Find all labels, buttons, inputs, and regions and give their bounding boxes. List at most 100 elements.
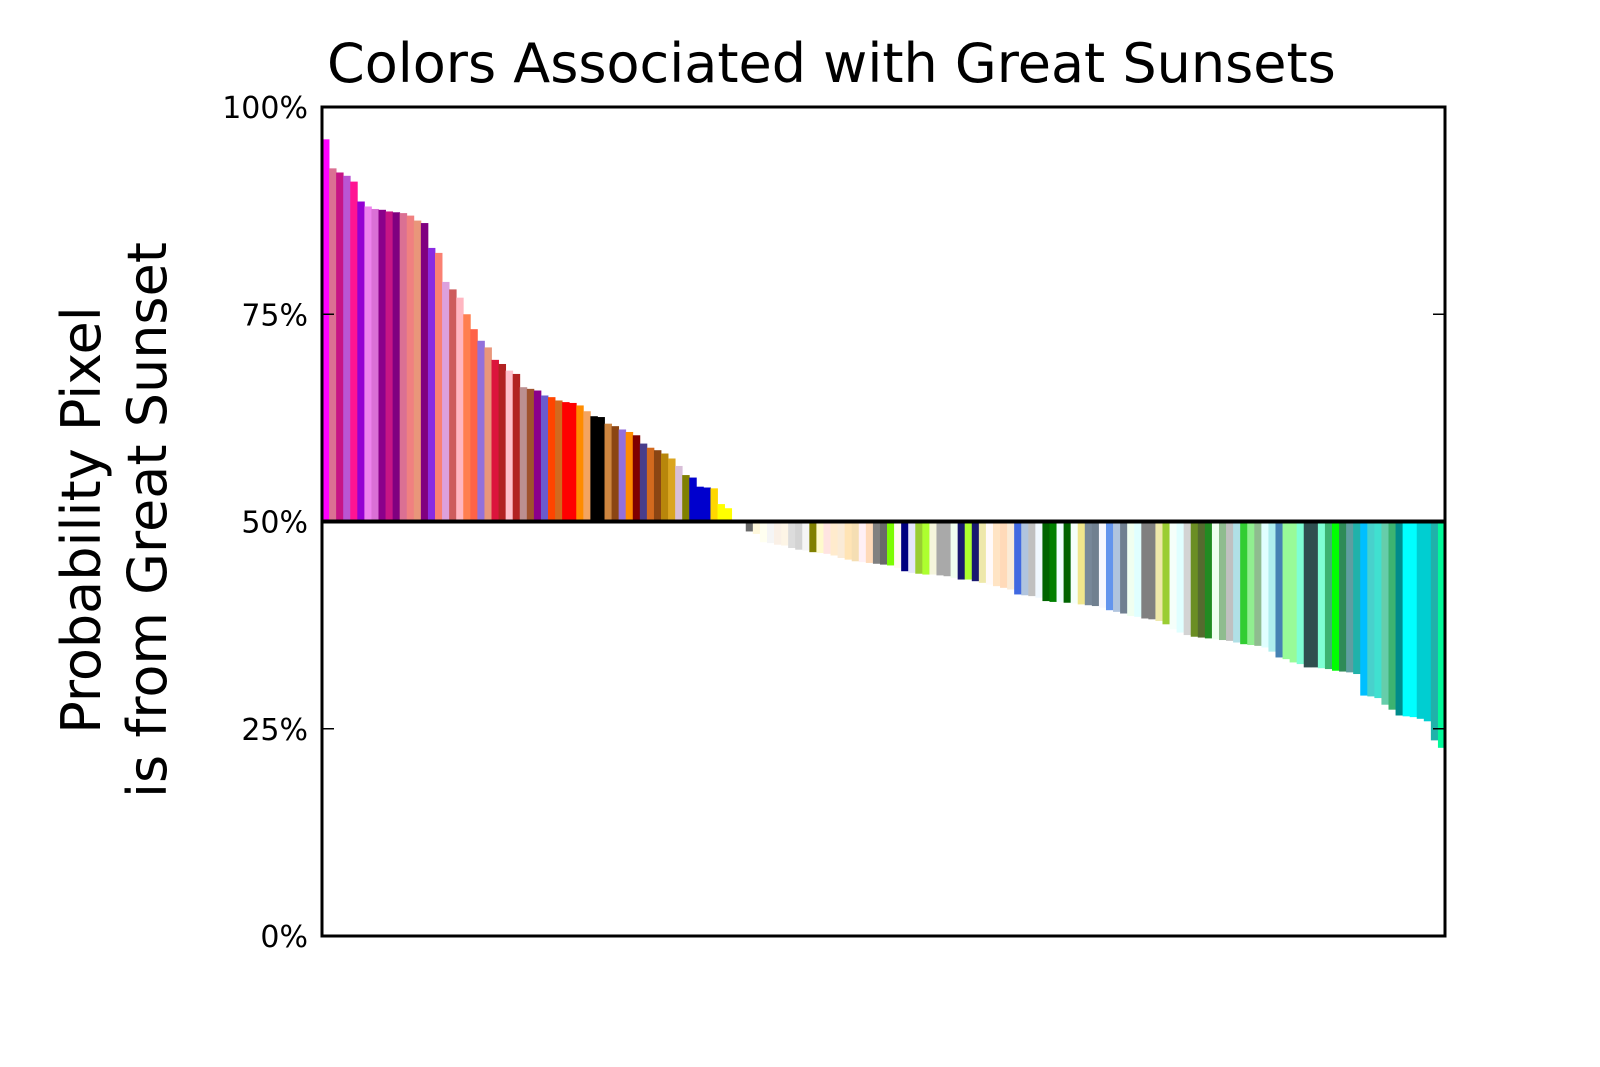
bar-105	[1063, 521, 1072, 603]
bar-83	[908, 521, 916, 573]
y-tick-label-4: 100%	[222, 91, 308, 126]
bar-141	[1317, 521, 1326, 669]
bar-37	[583, 411, 591, 522]
bar-153	[1402, 521, 1411, 717]
bar-144	[1339, 521, 1347, 672]
bar-140	[1310, 521, 1319, 668]
bar-50	[675, 465, 683, 522]
bar-76	[858, 521, 867, 563]
bar-149	[1374, 521, 1382, 699]
bar-106	[1070, 521, 1079, 604]
bar-27	[512, 373, 521, 522]
bar-28	[519, 387, 528, 522]
y-tick-label-1: 25%	[241, 713, 308, 748]
bar-120	[1169, 521, 1178, 630]
bar-73	[837, 521, 846, 558]
bar-111	[1105, 521, 1114, 611]
bar-80	[887, 521, 895, 566]
bar-67	[795, 521, 803, 550]
bar-78	[872, 521, 881, 564]
y-ticks: 0% 25% 50% 75% 100%	[222, 91, 1445, 955]
bar-79	[879, 521, 888, 565]
bar-98	[1014, 521, 1022, 595]
bar-70	[816, 521, 824, 553]
bar-110	[1098, 521, 1107, 608]
y-axis-label-line-1: Probability Pixel	[52, 306, 113, 734]
bar-38	[590, 416, 598, 522]
bar-29	[526, 388, 535, 522]
y-tick-label-0: 0%	[260, 920, 308, 955]
bar-4	[350, 181, 358, 522]
bar-154	[1409, 521, 1418, 718]
bar-145	[1346, 521, 1354, 673]
bar-138	[1296, 521, 1305, 665]
bar-57	[724, 508, 733, 522]
bar-131	[1247, 521, 1255, 646]
bar-52	[689, 477, 697, 522]
bar-128	[1226, 521, 1234, 641]
bar-0	[322, 139, 330, 522]
bar-116	[1141, 521, 1149, 619]
bar-127	[1218, 521, 1227, 641]
bar-31	[540, 395, 549, 522]
bar-6	[364, 206, 372, 522]
bar-77	[865, 521, 874, 563]
bar-54	[703, 487, 711, 522]
bar-85	[922, 521, 930, 575]
bar-148	[1367, 521, 1375, 697]
bar-7	[371, 208, 379, 522]
bar-109	[1091, 521, 1100, 607]
bar-48	[661, 453, 669, 522]
bar-123	[1190, 521, 1199, 637]
y-axis-label-line-2: is from Great Sunset	[116, 242, 179, 798]
bar-62	[759, 521, 768, 543]
bar-130	[1240, 521, 1248, 645]
bar-30	[533, 390, 542, 522]
bar-137	[1289, 521, 1298, 663]
bar-25	[498, 363, 507, 522]
bar-61	[752, 521, 761, 534]
bar-117	[1148, 521, 1156, 620]
bar-94	[985, 521, 994, 585]
bar-19	[456, 297, 464, 522]
bar-21	[470, 329, 478, 522]
bar-1	[329, 168, 337, 522]
bar-125	[1204, 521, 1213, 639]
bar-82	[901, 521, 909, 572]
bar-107	[1077, 521, 1086, 605]
bar-33	[555, 400, 563, 522]
bar-95	[992, 521, 1001, 587]
bar-152	[1395, 521, 1404, 716]
y-tick-label-2: 50%	[241, 506, 308, 541]
bar-129	[1233, 521, 1241, 643]
bar-24	[491, 359, 499, 522]
bar-92	[971, 521, 980, 582]
bar-42	[618, 429, 627, 522]
bar-34	[562, 402, 570, 522]
bar-53	[696, 486, 704, 522]
bar-39	[597, 417, 605, 522]
bar-93	[978, 521, 987, 583]
bar-23	[484, 347, 492, 522]
bar-104	[1056, 521, 1064, 602]
bar-55	[710, 488, 718, 522]
bar-136	[1282, 521, 1291, 660]
bar-81	[894, 521, 902, 568]
bar-147	[1360, 521, 1368, 696]
bar-108	[1084, 521, 1093, 606]
bar-155	[1416, 521, 1425, 719]
bar-158	[1437, 521, 1446, 748]
bar-60	[745, 521, 754, 532]
bar-115	[1134, 521, 1142, 617]
bar-22	[477, 340, 485, 522]
bar-151	[1388, 521, 1396, 710]
bar-150	[1381, 521, 1389, 705]
bar-99	[1021, 521, 1029, 596]
bar-3	[343, 175, 351, 522]
bar-26	[505, 370, 514, 522]
bar-41	[611, 426, 620, 522]
bar-72	[830, 521, 838, 556]
bar-143	[1331, 521, 1340, 671]
